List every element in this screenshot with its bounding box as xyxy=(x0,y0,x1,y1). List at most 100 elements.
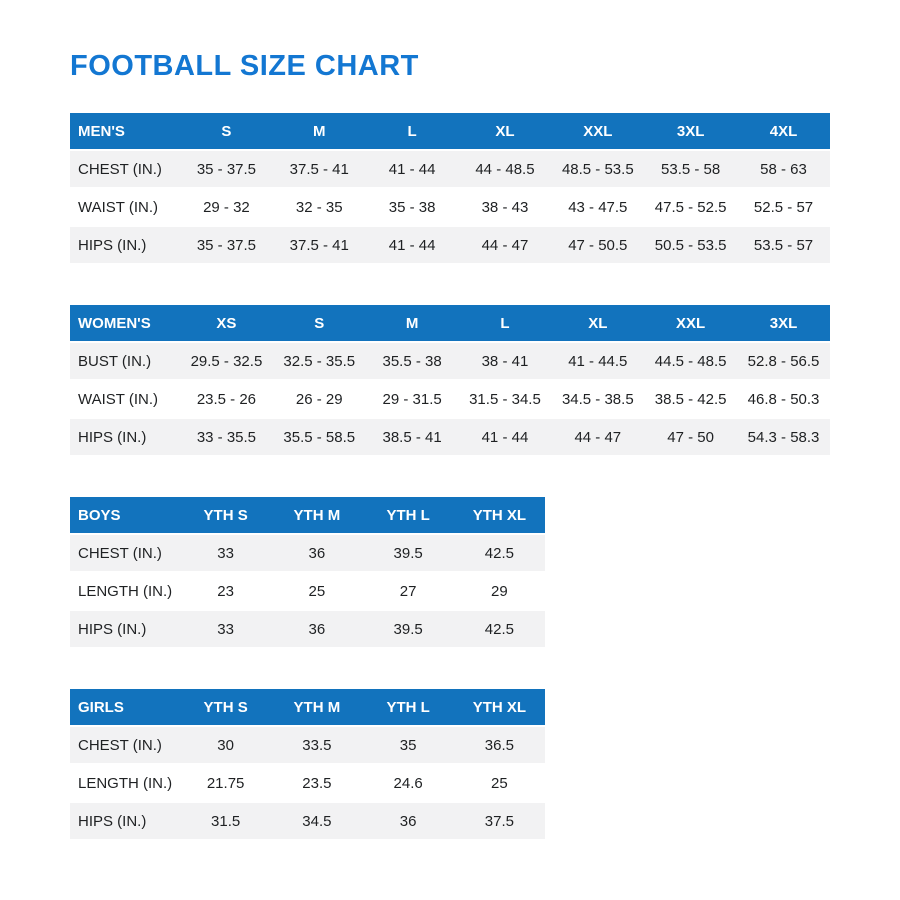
value-cell: 41 - 44 xyxy=(365,151,459,187)
row-label-cell: BUST (IN.) xyxy=(70,343,180,379)
table-title-cell: GIRLS xyxy=(70,689,180,725)
value-cell: 33 xyxy=(180,611,272,647)
value-cell: 33 xyxy=(180,535,272,571)
measurement-row: WAIST (IN.) 23.5 - 26 26 - 29 29 - 31.5 31.5… xyxy=(70,381,830,417)
size-header-cell: M xyxy=(272,113,366,149)
size-header-cell: 3XL xyxy=(644,113,738,149)
value-cell: 43 - 47.5 xyxy=(551,189,645,225)
value-cell: 36 xyxy=(271,611,363,647)
measurement-row: CHEST (IN.) 35 - 37.5 37.5 - 41 41 - 44 44 -… xyxy=(70,151,830,187)
value-cell: 29 - 31.5 xyxy=(365,381,459,417)
row-label-cell: HIPS (IN.) xyxy=(70,803,180,839)
mens-size-table: MEN'S S M L XL XXL 3XL 4XL CHEST (IN.) 35 - 37.5 3… xyxy=(70,111,830,265)
table-title-cell: MEN'S xyxy=(70,113,180,149)
size-header-cell: L xyxy=(458,305,552,341)
value-cell: 34.5 xyxy=(271,803,363,839)
value-cell: 39.5 xyxy=(362,611,454,647)
measurement-row: HIPS (IN.) 31.5 34.5 36 37.5 xyxy=(70,803,545,839)
value-cell: 58 - 63 xyxy=(737,151,830,187)
size-header-cell: YTH XL xyxy=(453,689,545,725)
value-cell: 38 - 41 xyxy=(458,343,552,379)
girls-size-table: GIRLS YTH S YTH M YTH L YTH XL CHEST (IN.) 30 3… xyxy=(70,687,545,841)
size-header-cell: YTH L xyxy=(362,497,454,533)
value-cell: 41 - 44 xyxy=(458,419,552,455)
row-label-cell: HIPS (IN.) xyxy=(70,419,180,455)
value-cell: 26 - 29 xyxy=(272,381,366,417)
value-cell: 27 xyxy=(362,573,454,609)
value-cell: 38.5 - 42.5 xyxy=(644,381,738,417)
row-label-cell: CHEST (IN.) xyxy=(70,151,180,187)
value-cell: 33.5 xyxy=(271,727,363,763)
value-cell: 29 - 32 xyxy=(180,189,273,225)
value-cell: 23 xyxy=(180,573,272,609)
measurement-row: LENGTH (IN.) 23 25 27 29 xyxy=(70,573,545,609)
row-label-cell: CHEST (IN.) xyxy=(70,727,180,763)
row-label-cell: LENGTH (IN.) xyxy=(70,573,180,609)
value-cell: 44.5 - 48.5 xyxy=(644,343,738,379)
value-cell: 52.8 - 56.5 xyxy=(737,343,830,379)
value-cell: 47 - 50 xyxy=(644,419,738,455)
value-cell: 46.8 - 50.3 xyxy=(737,381,830,417)
value-cell: 52.5 - 57 xyxy=(737,189,830,225)
value-cell: 36 xyxy=(271,535,363,571)
value-cell: 38.5 - 41 xyxy=(365,419,459,455)
value-cell: 23.5 - 26 xyxy=(180,381,273,417)
value-cell: 41 - 44 xyxy=(365,227,459,263)
value-cell: 21.75 xyxy=(180,765,272,801)
value-cell: 35 - 37.5 xyxy=(180,151,273,187)
measurement-row: CHEST (IN.) 30 33.5 35 36.5 xyxy=(70,727,545,763)
value-cell: 50.5 - 53.5 xyxy=(644,227,738,263)
value-cell: 44 - 47 xyxy=(458,227,552,263)
value-cell: 39.5 xyxy=(362,535,454,571)
measurement-row: CHEST (IN.) 33 36 39.5 42.5 xyxy=(70,535,545,571)
value-cell: 25 xyxy=(453,765,545,801)
row-label-cell: LENGTH (IN.) xyxy=(70,765,180,801)
value-cell: 37.5 xyxy=(453,803,545,839)
value-cell: 37.5 - 41 xyxy=(272,151,366,187)
value-cell: 44 - 47 xyxy=(551,419,645,455)
size-header-cell: XL xyxy=(551,305,645,341)
size-chart-page: FOOTBALL SIZE CHART MEN'S S M L XL XXL 3XL 4XL C… xyxy=(70,50,830,841)
value-cell: 29.5 - 32.5 xyxy=(180,343,273,379)
value-cell: 35 - 37.5 xyxy=(180,227,273,263)
value-cell: 30 xyxy=(180,727,272,763)
row-label-cell: HIPS (IN.) xyxy=(70,611,180,647)
value-cell: 38 - 43 xyxy=(458,189,552,225)
womens-header-row: WOMEN'S XS S M L XL XXL 3XL xyxy=(70,305,830,341)
size-header-cell: YTH M xyxy=(271,689,363,725)
size-header-cell: L xyxy=(365,113,459,149)
row-label-cell: WAIST (IN.) xyxy=(70,189,180,225)
measurement-row: HIPS (IN.) 33 - 35.5 35.5 - 58.5 38.5 - 41 4… xyxy=(70,419,830,455)
value-cell: 35.5 - 38 xyxy=(365,343,459,379)
value-cell: 34.5 - 38.5 xyxy=(551,381,645,417)
boys-size-table: BOYS YTH S YTH M YTH L YTH XL CHEST (IN.) 33 36… xyxy=(70,495,545,649)
value-cell: 35.5 - 58.5 xyxy=(272,419,366,455)
boys-header-row: BOYS YTH S YTH M YTH L YTH XL xyxy=(70,497,545,533)
value-cell: 54.3 - 58.3 xyxy=(737,419,830,455)
page-title: FOOTBALL SIZE CHART xyxy=(70,50,419,82)
value-cell: 36.5 xyxy=(453,727,545,763)
value-cell: 33 - 35.5 xyxy=(180,419,273,455)
size-header-cell: 3XL xyxy=(737,305,830,341)
size-header-cell: YTH S xyxy=(180,497,272,533)
measurement-row: HIPS (IN.) 35 - 37.5 37.5 - 41 41 - 44 44 - … xyxy=(70,227,830,263)
size-header-cell: XXL xyxy=(644,305,738,341)
measurement-row: WAIST (IN.) 29 - 32 32 - 35 35 - 38 38 - 43 4… xyxy=(70,189,830,225)
value-cell: 31.5 - 34.5 xyxy=(458,381,552,417)
value-cell: 35 - 38 xyxy=(365,189,459,225)
value-cell: 31.5 xyxy=(180,803,272,839)
size-header-cell: YTH M xyxy=(271,497,363,533)
girls-header-row: GIRLS YTH S YTH M YTH L YTH XL xyxy=(70,689,545,725)
value-cell: 42.5 xyxy=(453,611,545,647)
size-header-cell: XXL xyxy=(551,113,645,149)
row-label-cell: WAIST (IN.) xyxy=(70,381,180,417)
value-cell: 42.5 xyxy=(453,535,545,571)
size-header-cell: YTH L xyxy=(362,689,454,725)
value-cell: 32 - 35 xyxy=(272,189,366,225)
value-cell: 23.5 xyxy=(271,765,363,801)
table-title-cell: WOMEN'S xyxy=(70,305,180,341)
value-cell: 47 - 50.5 xyxy=(551,227,645,263)
measurement-row: BUST (IN.) 29.5 - 32.5 32.5 - 35.5 35.5 - 3… xyxy=(70,343,830,379)
value-cell: 36 xyxy=(362,803,454,839)
size-tables: MEN'S S M L XL XXL 3XL 4XL CHEST (IN.) 35 - 37.5 3… xyxy=(70,111,830,841)
